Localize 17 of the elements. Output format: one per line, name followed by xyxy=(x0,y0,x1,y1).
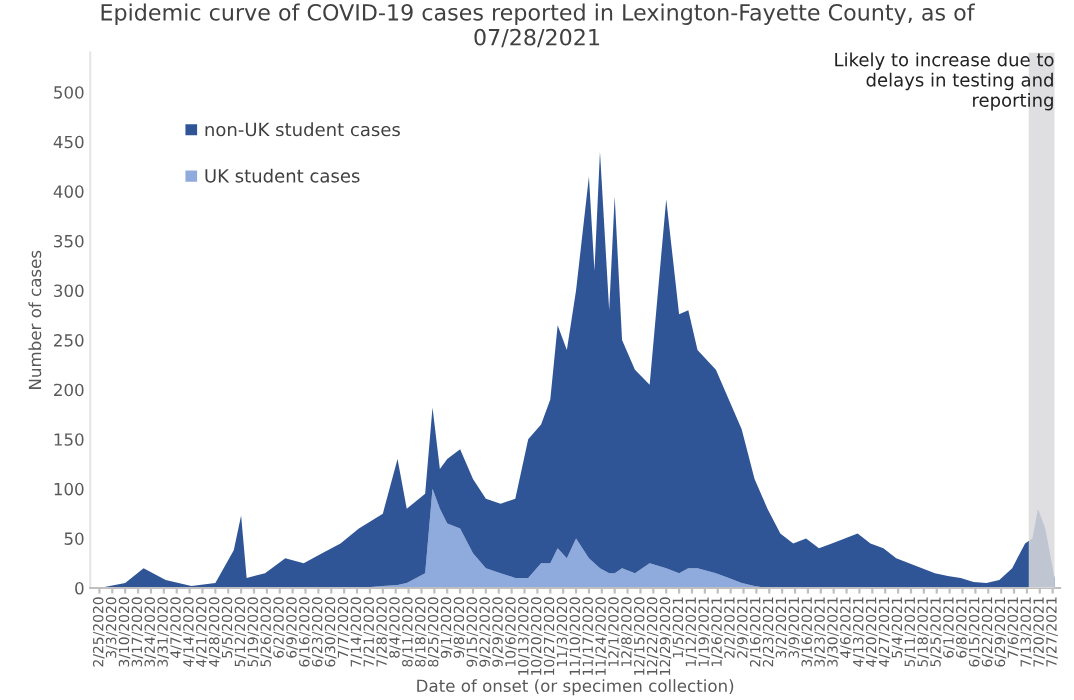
x-axis-title: Date of onset (or specimen collection) xyxy=(417,679,734,696)
y-tick-label: 150 xyxy=(54,433,84,446)
y-axis-title: Number of cases xyxy=(28,250,42,389)
y-tick-label: 250 xyxy=(54,334,84,347)
legend-label: UK student cases xyxy=(205,168,360,183)
y-tick-label: 100 xyxy=(54,482,84,496)
y-tick-label: 200 xyxy=(54,383,84,397)
chart-title: Epidemic curve of COVID-19 cases reported in Lexington-Fayette County, as of 07/28/2021 xyxy=(101,3,975,48)
y-tick-label: 300 xyxy=(54,284,84,298)
y-tick-label: 500 xyxy=(54,86,84,99)
y-tick-label: 350 xyxy=(54,234,84,248)
band-label: Likely to increase due to delays in testing and reporting xyxy=(835,52,1054,111)
legend-label: non-UK student cases xyxy=(205,122,400,137)
y-tick-label: 450 xyxy=(53,135,84,149)
y-tick-label: 400 xyxy=(53,185,84,198)
y-tick-label: 50 xyxy=(64,532,84,545)
y-tick-label: 0 xyxy=(75,581,84,595)
